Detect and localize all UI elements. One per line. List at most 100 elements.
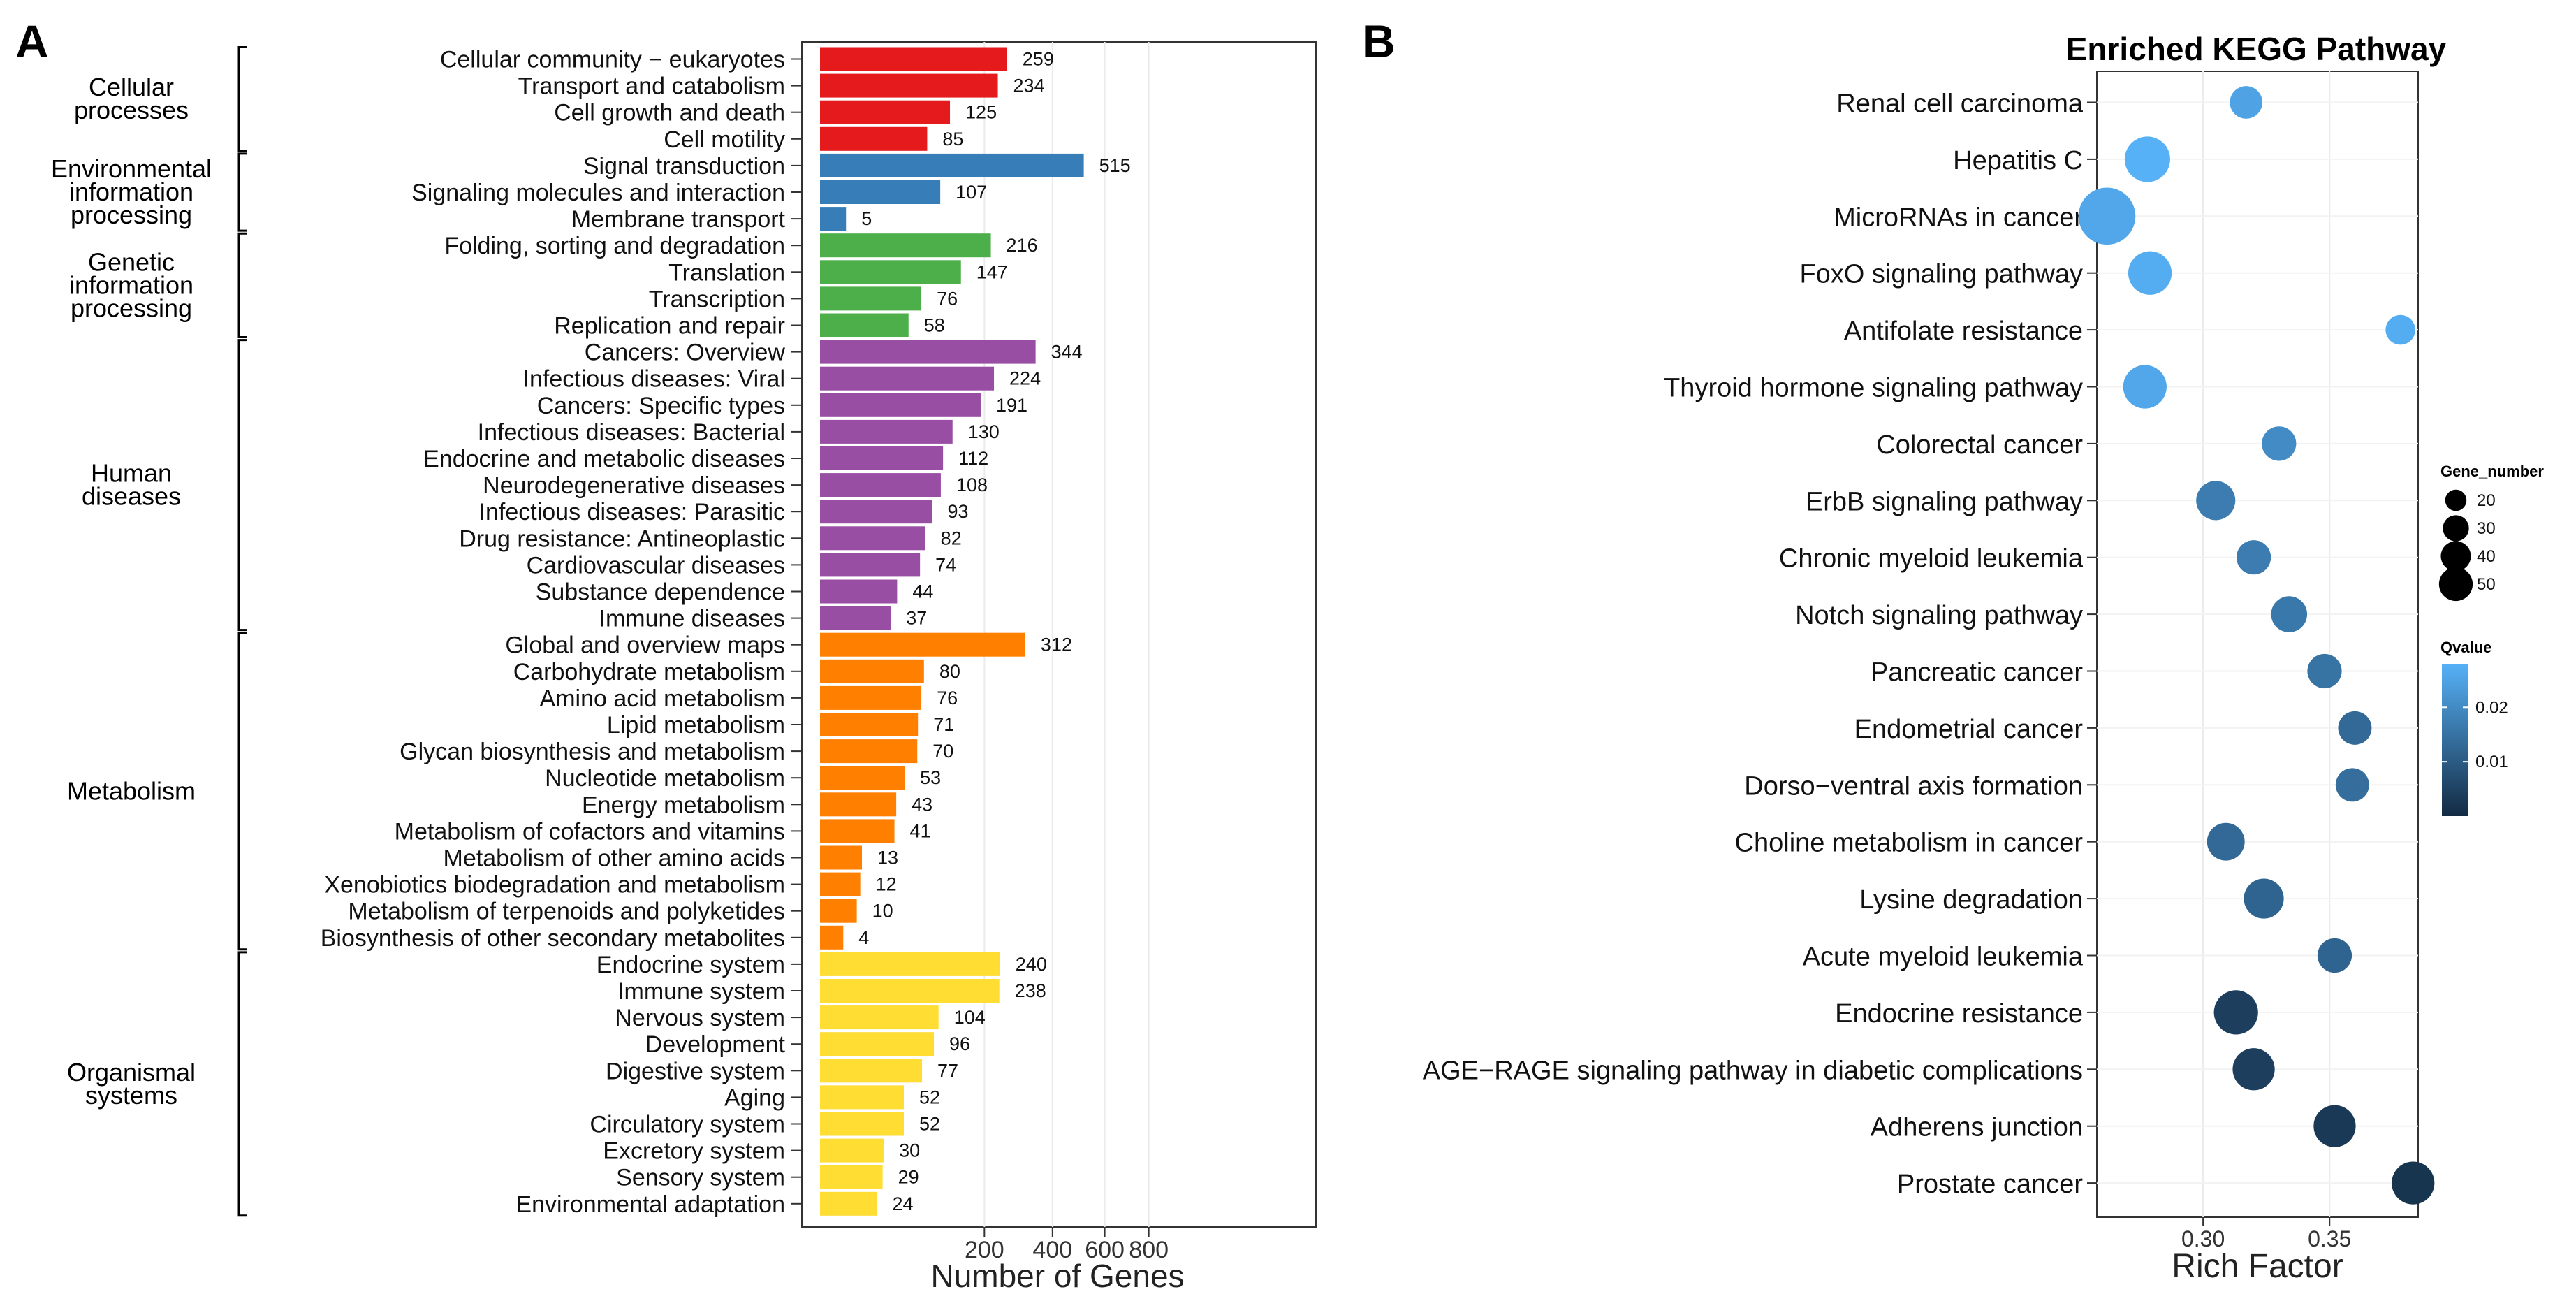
- x-tick-label: 800: [1129, 1237, 1169, 1263]
- bar-value-label: 112: [958, 448, 988, 469]
- bar-category-label: Transport and catabolism: [518, 73, 785, 100]
- bar-value-label: 43: [912, 794, 932, 815]
- size-legend-key: [2438, 567, 2473, 602]
- bar: [820, 1005, 939, 1030]
- pathway-label: Chronic myeloid leukemia: [1779, 544, 2084, 574]
- legend-gene-number-title: Gene_number: [2440, 463, 2544, 480]
- group-label: Cellular: [89, 73, 174, 101]
- pathway-label: FoxO signaling pathway: [1799, 260, 2083, 289]
- bar-value-label: 29: [898, 1167, 919, 1188]
- scatter-point: [2196, 481, 2236, 521]
- bar-category-label: Energy metabolism: [582, 792, 785, 818]
- bar-category-label: Endocrine and metabolic diseases: [423, 446, 785, 472]
- bar-value-label: 37: [906, 608, 927, 629]
- group-bracket: [237, 152, 247, 232]
- qvalue-colorbar: [2442, 664, 2468, 816]
- bar: [820, 1138, 884, 1163]
- bar: [820, 233, 991, 258]
- bar-category-label: Global and overview maps: [505, 632, 785, 659]
- scatter-point: [2262, 426, 2297, 461]
- bar-value-label: 125: [965, 102, 997, 123]
- scatter-point: [2230, 86, 2263, 119]
- size-legend-label: 20: [2477, 491, 2496, 510]
- pathway-label: Colorectal cancer: [1876, 430, 2083, 460]
- group-label: Genetic: [88, 247, 175, 276]
- bar: [820, 1112, 904, 1136]
- bar-value-label: 238: [1015, 980, 1046, 1001]
- group-label: Organismal: [67, 1058, 196, 1087]
- pathway-label: Endometrial cancer: [1854, 715, 2084, 744]
- bar: [820, 340, 1036, 364]
- bar-category-label: Translation: [668, 259, 785, 286]
- group-label: Human: [91, 459, 172, 488]
- bar-category-label: Drug resistance: Antineoplastic: [459, 525, 785, 552]
- bar-category-label: Cellular community − eukaryotes: [440, 47, 785, 73]
- group-bracket: [237, 951, 247, 1217]
- bar-value-label: 234: [1013, 75, 1045, 96]
- bar-value-label: 96: [949, 1033, 970, 1054]
- bar-category-label: Metabolism of cofactors and vitamins: [395, 818, 785, 845]
- bar: [820, 739, 918, 764]
- scatter-point: [2244, 878, 2284, 919]
- pathway-label: AGE−RAGE signaling pathway in diabetic c…: [1423, 1056, 2083, 1085]
- bar-value-label: 104: [954, 1007, 986, 1028]
- bar-category-label: Lipid metabolism: [607, 712, 785, 739]
- bars: [820, 47, 1084, 1216]
- bar-value-label: 191: [996, 395, 1027, 416]
- scatter-points: [2078, 86, 2435, 1205]
- bar-category-label: Development: [645, 1031, 786, 1058]
- bar: [820, 473, 941, 497]
- size-legend-label: 40: [2477, 547, 2496, 566]
- pathway-label: Choline metabolism in cancer: [1735, 829, 2084, 858]
- bar: [820, 845, 862, 870]
- legend-qvalue: Qvalue 0.02 0.01: [2440, 639, 2508, 816]
- panel-a: A CellularprocessesEnvironmentalinformat…: [15, 15, 1317, 1294]
- group-bracket: [237, 339, 247, 632]
- panel-b: B Enriched KEGG Pathway Renal cell carci…: [1362, 15, 2544, 1285]
- bar-category-label: Nervous system: [615, 1005, 785, 1031]
- bar-value-label: 259: [1023, 49, 1054, 70]
- bar: [820, 1059, 923, 1083]
- bar: [820, 366, 995, 391]
- bar-category-label: Cancers: Specific types: [537, 393, 785, 419]
- group-label: information: [69, 177, 193, 206]
- group-label: diseases: [82, 482, 181, 511]
- group-label: processes: [74, 96, 189, 124]
- bar-value-label: 85: [942, 129, 963, 150]
- pathway-label: Renal cell carcinoma: [1836, 89, 2084, 119]
- bar-value-label: 52: [919, 1087, 940, 1107]
- scatter-point: [2232, 1048, 2275, 1091]
- group-label: processing: [71, 201, 192, 229]
- bar-category-label: Cell motility: [664, 126, 785, 153]
- bar: [820, 153, 1084, 177]
- bar-value-label: 70: [932, 741, 953, 762]
- bar: [820, 872, 861, 896]
- bar: [820, 393, 981, 417]
- bar-category-label: Signal transduction: [583, 153, 785, 180]
- bar-category-label: Sensory system: [616, 1165, 785, 1191]
- scatter-point: [2385, 314, 2415, 345]
- bar-value-label: 5: [861, 208, 872, 229]
- bar-category-label: Cell growth and death: [554, 100, 785, 126]
- bar-value-label: 224: [1009, 368, 1041, 389]
- bar: [820, 526, 925, 551]
- bar-value-label: 44: [912, 581, 933, 602]
- colorbar-tick-label: 0.02: [2475, 698, 2508, 717]
- bar-category-labels: Cellular community − eukaryotesTransport…: [321, 47, 802, 1218]
- pathway-label: Lysine degradation: [1859, 885, 2083, 915]
- bar: [820, 500, 932, 524]
- scatter-point: [2123, 365, 2167, 409]
- bar-category-label: Carbohydrate metabolism: [513, 659, 785, 685]
- gene-number-legend-keys: 20 30 40 50: [2438, 489, 2496, 602]
- scatter-x-axis-ticks: 0.30 0.35: [2181, 1217, 2351, 1251]
- bar-value-label: 240: [1016, 954, 1047, 975]
- bar-value-label: 515: [1099, 155, 1131, 176]
- bar: [820, 73, 998, 98]
- bar-category-label: Glycan biosynthesis and metabolism: [400, 739, 785, 765]
- size-legend-key: [2440, 541, 2471, 572]
- bar-category-label: Amino acid metabolism: [540, 685, 785, 712]
- scatter-point: [2124, 136, 2170, 182]
- bar-value-label: 4: [858, 927, 869, 948]
- bar: [820, 1165, 883, 1189]
